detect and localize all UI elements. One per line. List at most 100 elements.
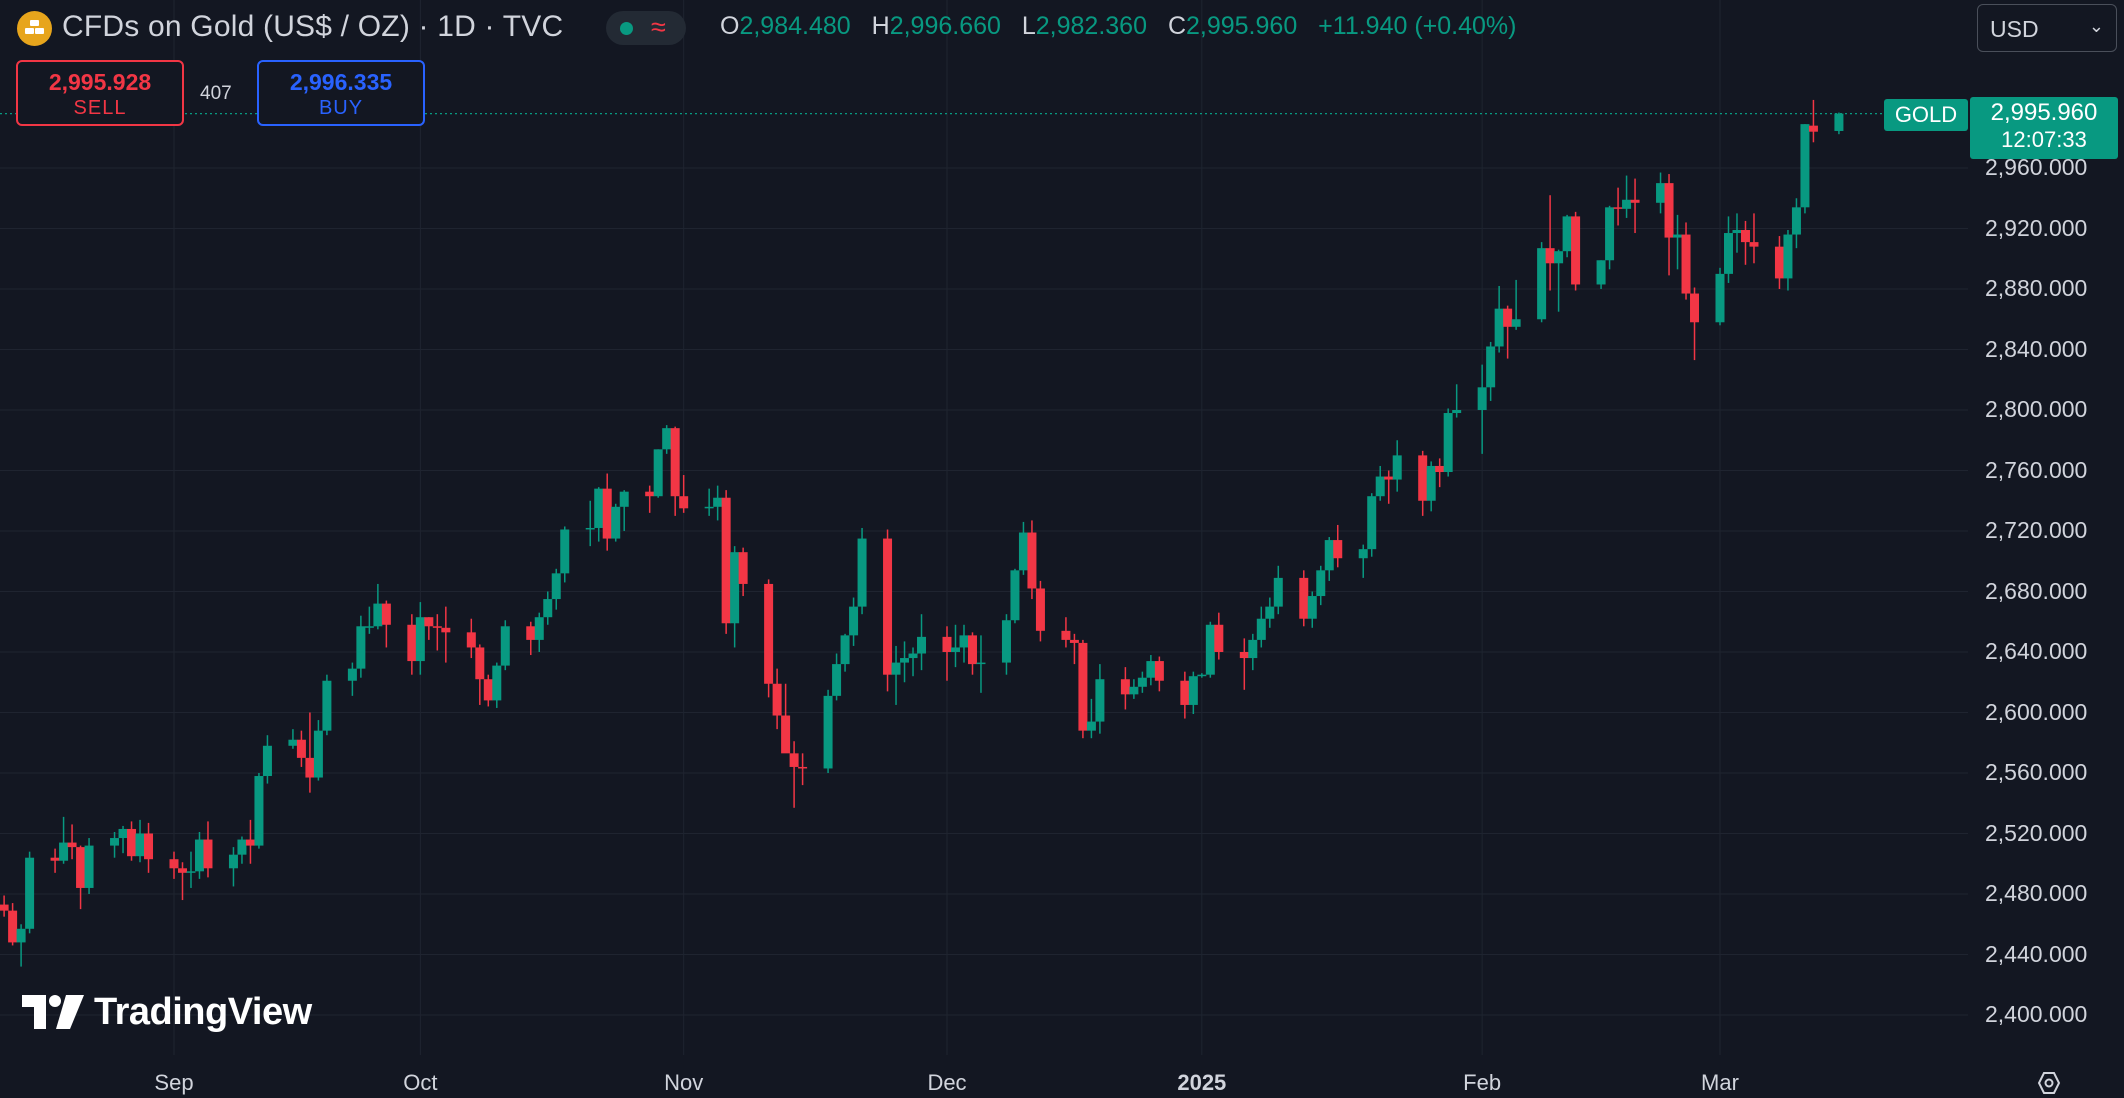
candle-body	[466, 632, 476, 648]
candle-body	[1630, 199, 1640, 203]
candle-body	[900, 658, 910, 663]
candle-down	[721, 490, 731, 634]
candle-down	[475, 644, 485, 705]
candle-up	[373, 583, 383, 630]
candle-body	[1562, 216, 1572, 252]
candle-down	[432, 614, 442, 651]
candle-up	[500, 620, 510, 671]
low-value: 2,982.360	[1035, 12, 1147, 40]
candle-body	[1605, 207, 1615, 261]
y-tick-label: 2,760.000	[1985, 456, 2088, 483]
candle-up	[118, 825, 128, 854]
low-label: L	[1021, 12, 1036, 40]
candle-up	[356, 615, 366, 678]
candle-body	[662, 428, 672, 450]
candle-body	[534, 617, 544, 640]
candle-up	[288, 729, 298, 749]
candle-body	[1834, 113, 1844, 131]
candle-down	[1078, 639, 1088, 739]
candle-up	[1715, 267, 1725, 326]
candle-up	[908, 647, 918, 677]
candle-body	[59, 842, 69, 861]
candle-body	[313, 730, 323, 778]
symbol-title[interactable]: CFDs on Gold (US$ / OZ) · 1D · TVC	[62, 10, 564, 43]
candle-body	[500, 626, 510, 666]
candle-up	[1188, 671, 1198, 715]
candle-down	[144, 822, 154, 873]
y-tick-label: 2,880.000	[1985, 275, 2088, 301]
candle-down	[1239, 638, 1249, 690]
candle-body	[917, 636, 927, 654]
x-tick-label: 2025	[1177, 1070, 1227, 1095]
symbol-price-tag: GOLD	[1884, 99, 1968, 131]
candle-up	[1596, 260, 1606, 289]
candle-body	[1783, 234, 1793, 279]
candle-body	[551, 573, 561, 600]
y-tick-label: 2,680.000	[1985, 577, 2088, 604]
candle-body	[1299, 577, 1309, 619]
candle-body	[1596, 260, 1606, 285]
candle-up	[1723, 216, 1733, 283]
candle-up	[1095, 664, 1105, 734]
candle-up	[1477, 364, 1487, 454]
candle-body	[560, 529, 570, 574]
last-price-tag: 2,995.960 12:07:33	[1970, 97, 2118, 159]
candle-body	[237, 839, 247, 855]
y-tick-label: 2,720.000	[1985, 517, 2088, 543]
candle-up	[959, 624, 969, 663]
candle-body	[1035, 588, 1045, 631]
candle-up	[322, 674, 332, 736]
candle-up	[59, 816, 69, 864]
candle-body	[653, 449, 663, 497]
candle-up	[976, 635, 986, 693]
candle-down	[1681, 222, 1691, 300]
chart-settings-icon[interactable]	[2036, 1070, 2062, 1096]
candle-down	[967, 632, 977, 675]
tradingview-logo-icon	[22, 995, 84, 1029]
candle-up	[1273, 565, 1283, 615]
candle-up	[1001, 614, 1011, 675]
candle-body	[1723, 233, 1733, 274]
candle-body	[738, 552, 748, 584]
candle-body	[772, 683, 782, 716]
candle-up	[1511, 279, 1521, 330]
candle-body	[1248, 639, 1258, 659]
candle-up	[1129, 679, 1139, 699]
candle-body	[1613, 207, 1623, 209]
candle-up	[262, 735, 272, 784]
candle-down	[441, 606, 451, 663]
candle-up	[891, 645, 901, 705]
candle-body	[619, 491, 629, 507]
candle-body	[1392, 455, 1402, 480]
y-tick-label: 2,400.000	[1985, 1001, 2088, 1027]
candle-up	[543, 591, 553, 625]
candle-body	[110, 838, 120, 846]
buy-label: BUY	[318, 97, 364, 119]
candle-up	[1316, 565, 1326, 606]
candle-body	[713, 497, 723, 507]
ohlc-legend: O2,984.480 H2,996.660 L2,982.360 C2,995.…	[720, 12, 1530, 41]
market-status-pill[interactable]: ≈	[606, 11, 686, 45]
sell-button[interactable]: 2,995.928 SELL	[16, 60, 184, 126]
candle-body	[942, 636, 952, 652]
candle-body	[194, 839, 204, 872]
tradingview-watermark[interactable]: TradingView	[22, 990, 312, 1034]
candle-body	[1333, 540, 1343, 559]
candle-body	[1435, 465, 1445, 473]
candle-body	[1622, 199, 1632, 209]
candle-up	[254, 773, 264, 849]
candle-down	[1120, 667, 1130, 710]
buy-button[interactable]: 2,996.335 BUY	[257, 60, 425, 126]
candle-body	[1001, 620, 1011, 663]
currency-select[interactable]: USD ⌄	[1977, 4, 2117, 52]
candle-body	[967, 635, 977, 665]
candle-body	[1749, 242, 1759, 247]
candle-up	[594, 487, 604, 542]
y-tick-label: 2,800.000	[1985, 396, 2088, 422]
candle-up	[25, 851, 35, 934]
candle-body	[1800, 124, 1810, 208]
candle-up	[585, 500, 595, 547]
change-value: +11.940 (+0.40%)	[1318, 12, 1517, 40]
candle-down	[781, 683, 791, 754]
